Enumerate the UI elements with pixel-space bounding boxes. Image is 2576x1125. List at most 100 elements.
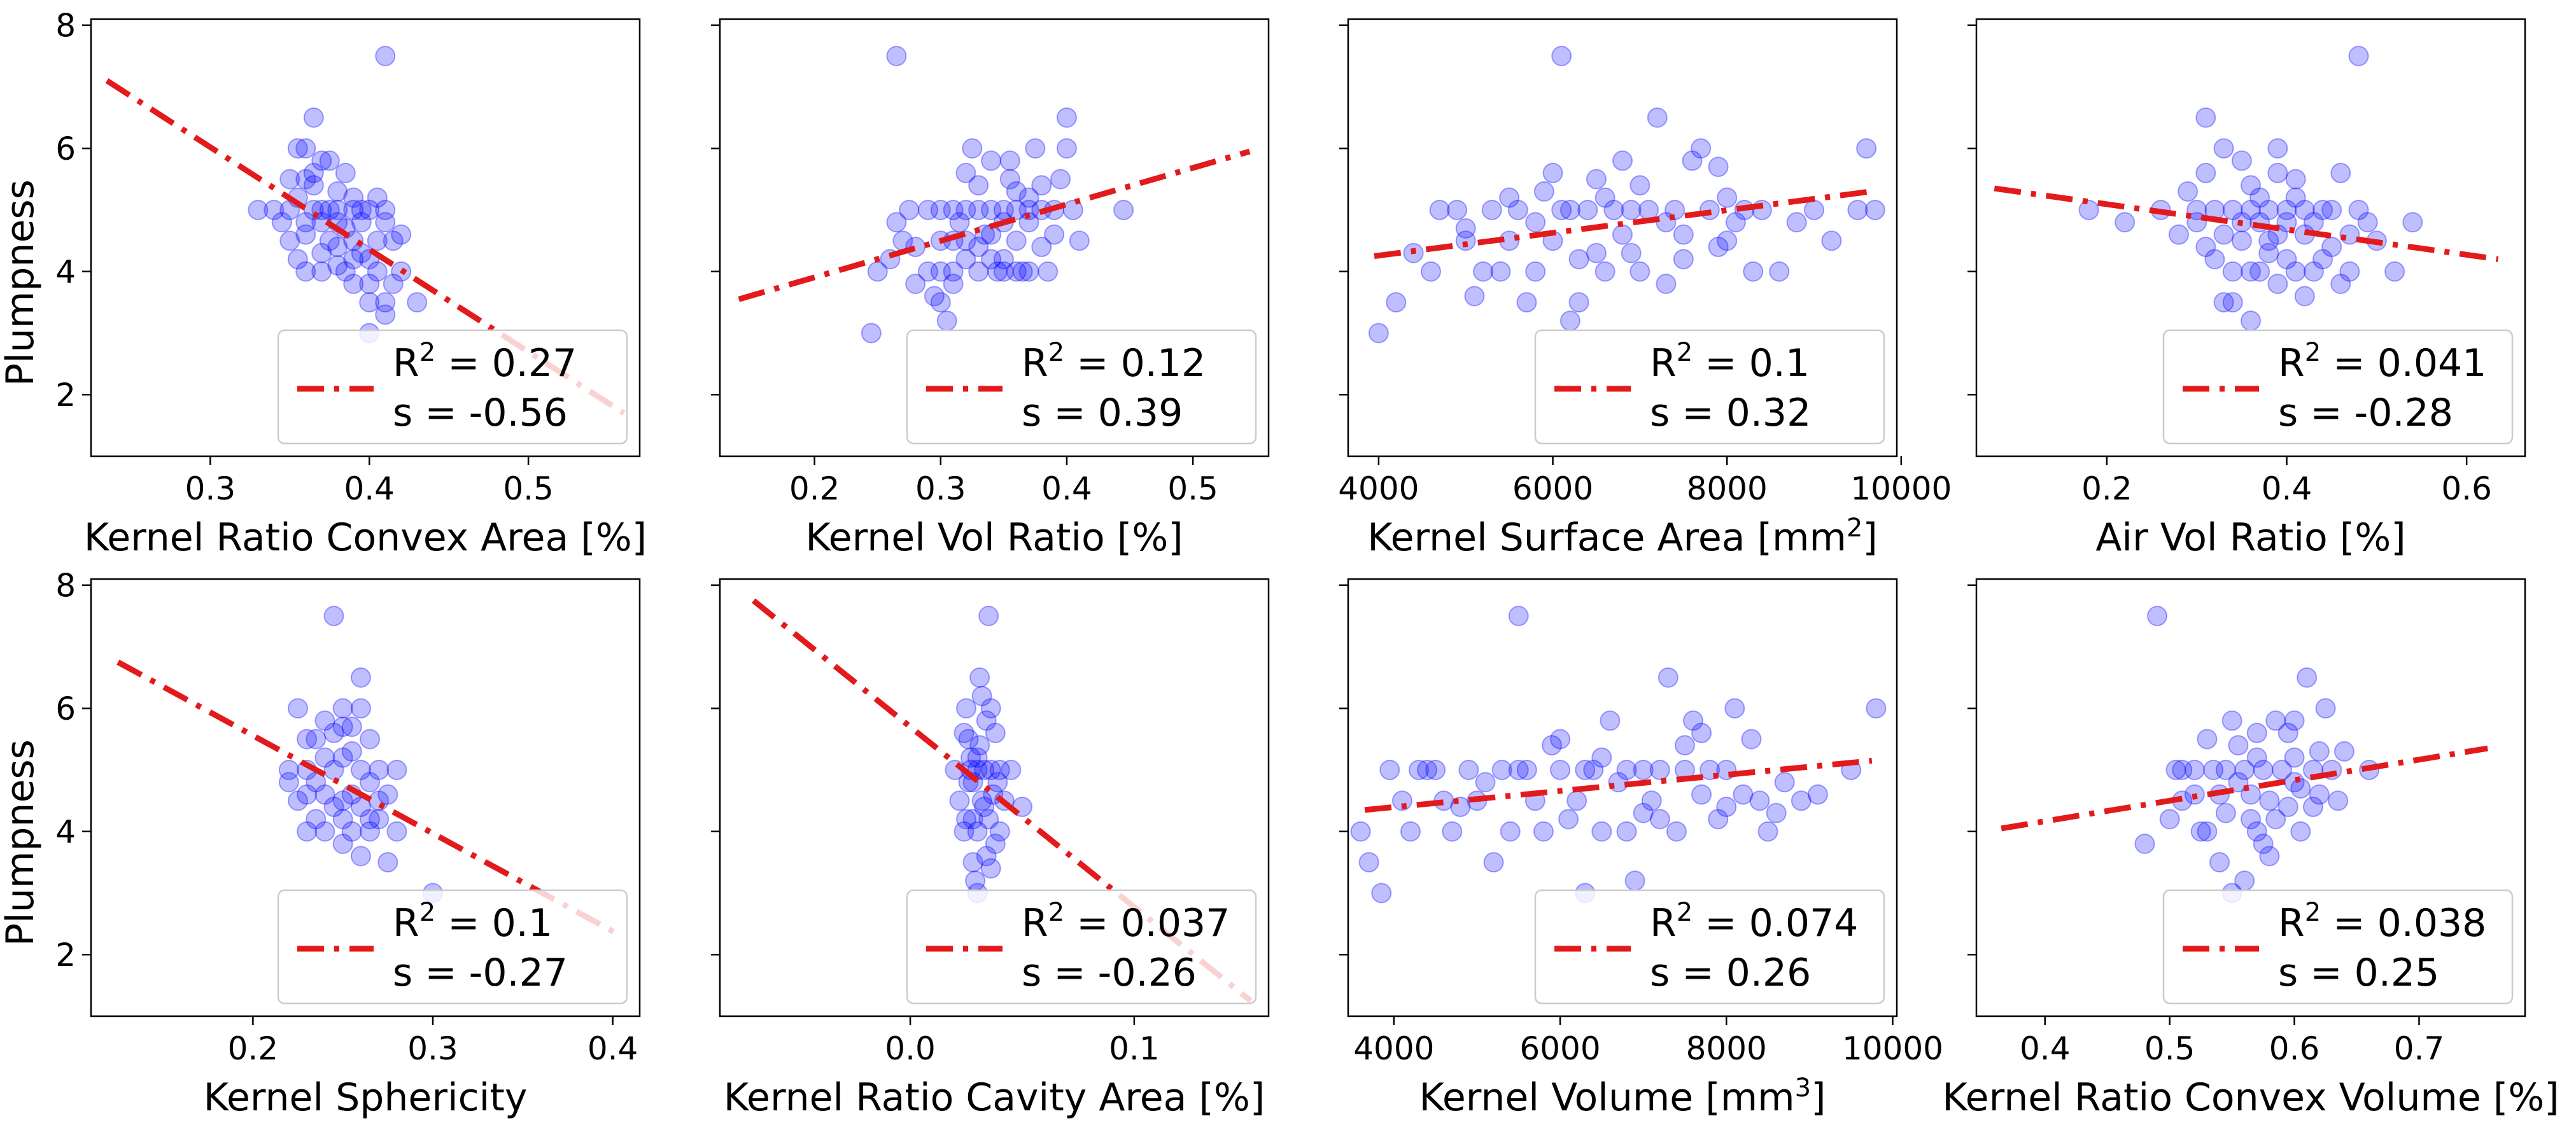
data-point — [343, 199, 364, 220]
data-point — [1674, 735, 1695, 756]
data-point — [967, 747, 988, 768]
data-point — [899, 199, 920, 220]
data-point — [1001, 759, 1022, 780]
data-point — [386, 759, 407, 780]
data-point — [332, 747, 353, 768]
x-tick-label: 0.4 — [344, 470, 395, 507]
data-point — [314, 747, 335, 768]
x-axis-label: Kernel Vol Ratio [%] — [805, 515, 1183, 560]
data-point — [2195, 107, 2216, 128]
x-tick-label: 0.4 — [588, 1030, 638, 1067]
data-point — [1566, 790, 1587, 811]
data-point — [980, 858, 1001, 879]
data-point — [962, 809, 983, 830]
data-point — [949, 212, 970, 233]
data-point — [943, 199, 964, 220]
data-point — [2330, 274, 2351, 295]
data-point — [1409, 759, 1430, 780]
data-point — [985, 722, 1006, 743]
regression-line — [1374, 188, 1871, 259]
data-point — [1551, 46, 1572, 67]
data-point — [1708, 809, 1729, 830]
data-point — [861, 323, 882, 344]
data-point — [949, 790, 970, 811]
data-point — [1018, 261, 1039, 282]
y-tick-label: 6 — [55, 130, 76, 167]
data-point — [332, 716, 353, 737]
subplot-1: 0.3 0.4 0.5 2 4 6 8 Kernel Ratio Convex Area [%… — [55, 8, 647, 560]
data-point — [343, 274, 364, 295]
data-point — [1603, 199, 1624, 220]
data-point — [264, 199, 285, 220]
x-axis-label: Kernel Ratio Convex Volume [%] — [1942, 1075, 2559, 1120]
data-point — [1062, 199, 1083, 220]
data-point — [248, 199, 269, 220]
data-point — [297, 784, 318, 805]
data-point — [2253, 834, 2274, 855]
data-point — [958, 729, 979, 750]
data-point — [2267, 274, 2288, 295]
data-point — [350, 759, 371, 780]
data-point — [1379, 759, 1400, 780]
axes-frame — [1347, 18, 1898, 458]
legend-box — [906, 889, 1257, 1005]
data-point — [2284, 747, 2305, 768]
data-point — [930, 261, 951, 282]
data-point — [306, 809, 327, 830]
data-point — [1586, 242, 1607, 263]
data-point — [1391, 790, 1412, 811]
data-point — [1629, 175, 1650, 196]
data-point — [341, 821, 362, 842]
data-point — [2178, 181, 2199, 202]
data-point — [956, 809, 977, 830]
data-point — [2294, 286, 2315, 307]
data-point — [1716, 797, 1737, 818]
data-point — [1012, 261, 1033, 282]
data-point — [974, 797, 995, 818]
data-point — [2249, 261, 2270, 282]
data-point — [2302, 797, 2323, 818]
data-point — [2234, 759, 2255, 780]
data-point — [2285, 169, 2306, 190]
data-point — [961, 747, 982, 768]
data-point — [1455, 230, 1476, 251]
data-point — [956, 698, 977, 719]
data-point — [297, 821, 318, 842]
data-point — [954, 722, 975, 743]
y-axis-label-row2: Plumpness — [0, 739, 43, 946]
data-point — [1025, 138, 1046, 159]
data-point — [1442, 821, 1463, 842]
data-point — [989, 821, 1010, 842]
subplot-3: 4000 6000 8000 10000 Kernel Surface Area [mm… — [1338, 18, 1952, 560]
data-point — [969, 667, 990, 688]
data-point — [383, 274, 404, 295]
data-point — [375, 46, 396, 67]
data-point — [1417, 759, 1438, 780]
data-point — [2231, 230, 2252, 251]
data-point — [2246, 821, 2267, 842]
data-point — [1691, 722, 1712, 743]
data-point — [2384, 261, 2405, 282]
data-point — [311, 261, 332, 282]
legend-slope: s = -0.27 — [393, 951, 568, 995]
data-point — [1499, 187, 1520, 208]
x-tick-label: 10000 — [1850, 470, 1952, 507]
data-point — [341, 741, 362, 762]
data-point — [1757, 821, 1778, 842]
data-point — [1616, 821, 1637, 842]
data-point — [2115, 212, 2136, 233]
subplot-5: 0.2 0.3 0.4 2 4 6 8 Kernel Sphericity R2 = 0.1 s … — [55, 568, 641, 1120]
data-point — [1516, 759, 1537, 780]
data-point — [367, 187, 388, 208]
data-point — [2231, 150, 2252, 171]
x-tick-label: 0.3 — [407, 1030, 458, 1067]
data-point — [1708, 237, 1729, 258]
scatter-points — [278, 606, 443, 904]
x-tick-label: 0.0 — [885, 1030, 936, 1067]
data-point — [1673, 224, 1694, 245]
regression-line — [2001, 745, 2488, 832]
data-point — [350, 667, 371, 688]
